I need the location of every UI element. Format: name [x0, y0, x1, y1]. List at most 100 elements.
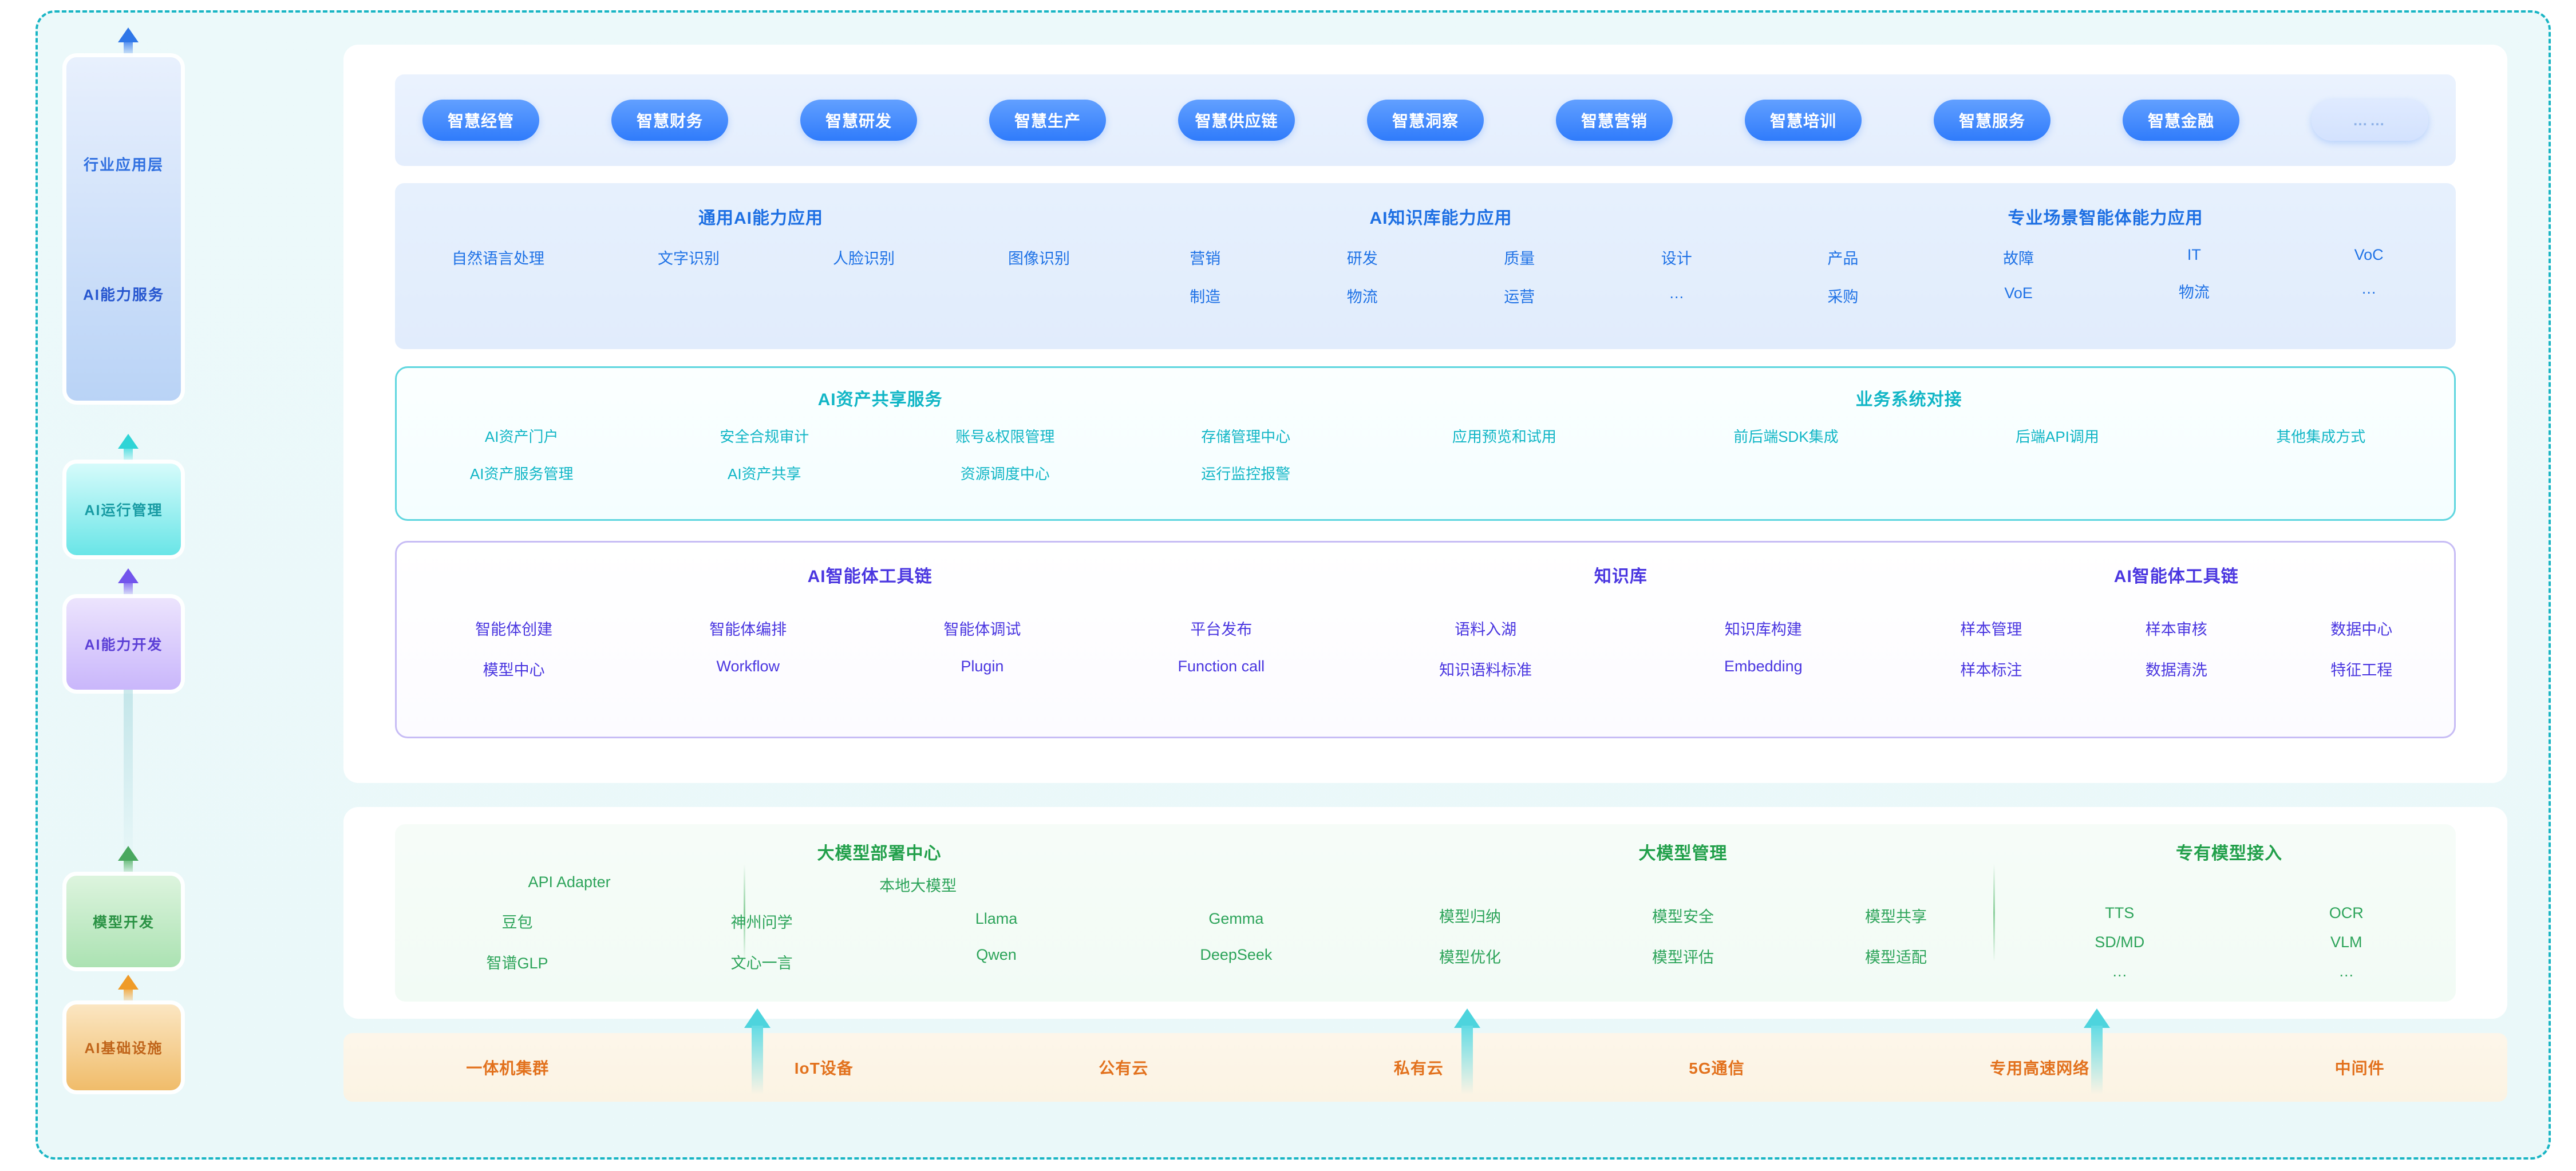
pill-8[interactable]: 智慧服务 — [1934, 100, 2050, 141]
capability-cell-2-0-1[interactable]: 采购 — [1827, 288, 1859, 306]
infrastructure-cell-5[interactable]: 专用高速网络 — [1990, 1059, 2090, 1077]
capability-cell-2-2-0[interactable]: IT — [2187, 246, 2201, 263]
toolchain-cell-1-1-1[interactable]: Embedding — [1724, 658, 1803, 675]
pill-5[interactable]: 智慧洞察 — [1367, 100, 1484, 141]
model-cell-1-1-1[interactable]: 模型评估 — [1652, 949, 1714, 966]
model-cell-0-1-1[interactable]: 文心一言 — [730, 955, 793, 972]
infrastructure-cell-0[interactable]: 一体机集群 — [466, 1059, 550, 1077]
capability-cell-1-3-0[interactable]: 设计 — [1661, 250, 1692, 267]
capability-group-items-0: 自然语言处理 文字识别 人脸识别 图像识别 — [395, 246, 1127, 268]
toolchain-cell-2-2-0[interactable]: 数据中心 — [2330, 621, 2393, 638]
pill-2[interactable]: 智慧研发 — [800, 100, 917, 141]
capability-cell-2-3-1[interactable]: … — [2361, 280, 2377, 297]
toolchain-cell-2-0-1[interactable]: 样本标注 — [1960, 662, 2022, 679]
capability-col-2-0: 产品 采购 — [1827, 246, 1858, 307]
toolchain-cell-1-1-0[interactable]: 知识库构建 — [1724, 621, 1802, 638]
rail-item-ai-infrastructure[interactable]: AI基础设施 — [66, 1004, 181, 1090]
model-cell-0-3-0[interactable]: Gemma — [1208, 910, 1264, 927]
capability-cell-0-2-0[interactable]: 人脸识别 — [833, 250, 895, 267]
pill-0[interactable]: 智慧经管 — [422, 100, 539, 141]
capability-cell-0-3-0[interactable]: 图像识别 — [1008, 250, 1070, 267]
asset-cell-1-3-0[interactable]: 其他集成方式 — [2276, 428, 2366, 445]
toolchain-cell-0-3-0[interactable]: 平台发布 — [1190, 621, 1253, 638]
pill-3[interactable]: 智慧生产 — [989, 100, 1106, 141]
toolchain-cell-0-2-1[interactable]: Plugin — [961, 658, 1004, 675]
ai-capability-band: 通用AI能力应用 自然语言处理 文字识别 人脸识别 图像识别 AI知识库能力应用 营销 制造 研… — [395, 183, 2456, 349]
capability-cell-1-3-1[interactable]: … — [1669, 284, 1685, 302]
toolchain-cell-2-0-0[interactable]: 样本管理 — [1960, 621, 2022, 638]
toolchain-cell-2-1-0[interactable]: 样本审核 — [2145, 621, 2207, 638]
toolchain-cell-1-0-0[interactable]: 语料入湖 — [1455, 621, 1517, 638]
model-cell-2-0-0[interactable]: TTS — [2105, 904, 2135, 921]
model-cell-2-0-2[interactable]: … — [2112, 963, 2128, 980]
capability-cell-1-0-0[interactable]: 营销 — [1190, 250, 1221, 267]
asset-cell-1-2-0[interactable]: 后端API调用 — [2016, 428, 2099, 445]
capability-cell-0-0-0[interactable]: 自然语言处理 — [452, 250, 544, 267]
capability-group-items-2: 产品采购 故障 VoE IT 物流 VoC … — [1755, 246, 2456, 307]
model-cell-0-2-1[interactable]: Qwen — [976, 946, 1017, 963]
asset-cell-0-0-1[interactable]: AI资产服务管理 — [469, 465, 574, 482]
toolchain-cell-0-3-1[interactable]: Function call — [1178, 658, 1265, 675]
rail-item-model-development[interactable]: 模型开发 — [66, 876, 181, 967]
pill-1[interactable]: 智慧财务 — [611, 100, 728, 141]
capability-cell-0-1-0[interactable]: 文字识别 — [658, 250, 720, 267]
rail-item-industry-application-layer[interactable]: 行业应用层 AI能力服务 — [66, 57, 181, 401]
model-cell-1-1-0[interactable]: 模型安全 — [1652, 908, 1714, 925]
capability-cell-2-1-0[interactable]: 故障 — [2003, 250, 2034, 267]
toolchain-cell-0-1-0[interactable]: 智能体编排 — [709, 621, 787, 638]
toolchain-cell-2-1-1[interactable]: 数据清洗 — [2145, 662, 2207, 679]
pill-4[interactable]: 智慧供应链 — [1178, 100, 1295, 141]
asset-cell-0-3-1[interactable]: 运行监控报警 — [1201, 465, 1291, 482]
capability-cell-1-2-1[interactable]: 运营 — [1504, 288, 1535, 306]
capability-cell-1-1-0[interactable]: 研发 — [1346, 250, 1378, 267]
capability-cell-2-1-1[interactable]: VoE — [2004, 284, 2033, 302]
asset-cell-0-1-0[interactable]: 安全合规审计 — [720, 428, 809, 445]
model-cell-0-3-1[interactable]: DeepSeek — [1200, 946, 1273, 963]
toolchain-cell-0-2-0[interactable]: 智能体调试 — [943, 621, 1021, 638]
model-cell-0-0-0[interactable]: 豆包 — [501, 914, 533, 931]
model-cell-2-1-1[interactable]: VLM — [2330, 933, 2362, 951]
infrastructure-cell-1[interactable]: IoT设备 — [794, 1059, 854, 1077]
rail-item-ai-capability-development[interactable]: AI能力开发 — [66, 598, 181, 690]
asset-cell-0-0-0[interactable]: AI资产门户 — [484, 428, 559, 445]
capability-cell-1-0-1[interactable]: 制造 — [1190, 288, 1221, 306]
toolchain-cell-2-2-1[interactable]: 特征工程 — [2330, 662, 2393, 679]
toolchain-group-title-0: AI智能体工具链 — [807, 567, 933, 586]
infrastructure-cell-2[interactable]: 公有云 — [1099, 1059, 1149, 1077]
rail-label-ai-capability-development: AI能力开发 — [84, 637, 163, 653]
model-cell-2-1-0[interactable]: OCR — [2329, 904, 2364, 921]
model-cell-1-0-1[interactable]: 模型优化 — [1439, 949, 1501, 966]
asset-cell-0-3-0[interactable]: 存储管理中心 — [1201, 428, 1291, 445]
pill-7[interactable]: 智慧培训 — [1745, 100, 1862, 141]
toolchain-cell-0-0-1[interactable]: 模型中心 — [483, 662, 545, 679]
capability-cell-2-2-1[interactable]: 物流 — [2178, 284, 2210, 301]
pill-6[interactable]: 智慧营销 — [1556, 100, 1673, 141]
infrastructure-cell-6[interactable]: 中间件 — [2334, 1059, 2385, 1077]
rail-item-ai-runtime-management[interactable]: AI运行管理 — [66, 464, 181, 555]
toolchain-cell-0-0-0[interactable]: 智能体创建 — [475, 621, 553, 638]
capability-cell-1-1-1[interactable]: 物流 — [1346, 288, 1378, 306]
model-cell-0-2-0[interactable]: Llama — [975, 910, 1018, 927]
model-group-0: 大模型部署中心 API Adapter 本地大模型 豆包 智谱GLP 神州问学 文心一言 Ll… — [395, 824, 1364, 1002]
pill-10[interactable]: …… — [2312, 100, 2428, 141]
infrastructure-cell-3[interactable]: 私有云 — [1393, 1059, 1444, 1077]
asset-cell-1-1-0[interactable]: 前后端SDK集成 — [1733, 428, 1839, 445]
toolchain-cell-0-1-1[interactable]: Workflow — [716, 658, 780, 675]
model-cell-2-1-2[interactable]: … — [2338, 963, 2354, 980]
asset-cell-0-2-1[interactable]: 资源调度中心 — [960, 465, 1050, 482]
pill-9[interactable]: 智慧金融 — [2123, 100, 2239, 141]
capability-cell-2-3-0[interactable]: VoC — [2354, 246, 2384, 263]
model-cell-0-1-0[interactable]: 神州问学 — [730, 914, 793, 931]
model-cell-1-2-1[interactable]: 模型适配 — [1865, 949, 1927, 966]
model-cell-2-0-1[interactable]: SD/MD — [2095, 933, 2145, 951]
asset-cell-0-2-0[interactable]: 账号&权限管理 — [955, 428, 1055, 445]
model-cell-1-2-0[interactable]: 模型共享 — [1865, 908, 1927, 925]
asset-cell-0-1-1[interactable]: AI资产共享 — [727, 465, 801, 482]
infrastructure-cell-4[interactable]: 5G通信 — [1689, 1059, 1745, 1077]
model-cell-1-0-0[interactable]: 模型归纳 — [1439, 908, 1501, 925]
capability-cell-2-0-0[interactable]: 产品 — [1827, 250, 1859, 267]
asset-cell-1-0-0[interactable]: 应用预览和试用 — [1452, 428, 1556, 445]
toolchain-cell-1-0-1[interactable]: 知识语料标准 — [1439, 662, 1532, 679]
capability-cell-1-2-0[interactable]: 质量 — [1504, 250, 1535, 267]
model-cell-0-0-1[interactable]: 智谱GLP — [486, 955, 548, 972]
